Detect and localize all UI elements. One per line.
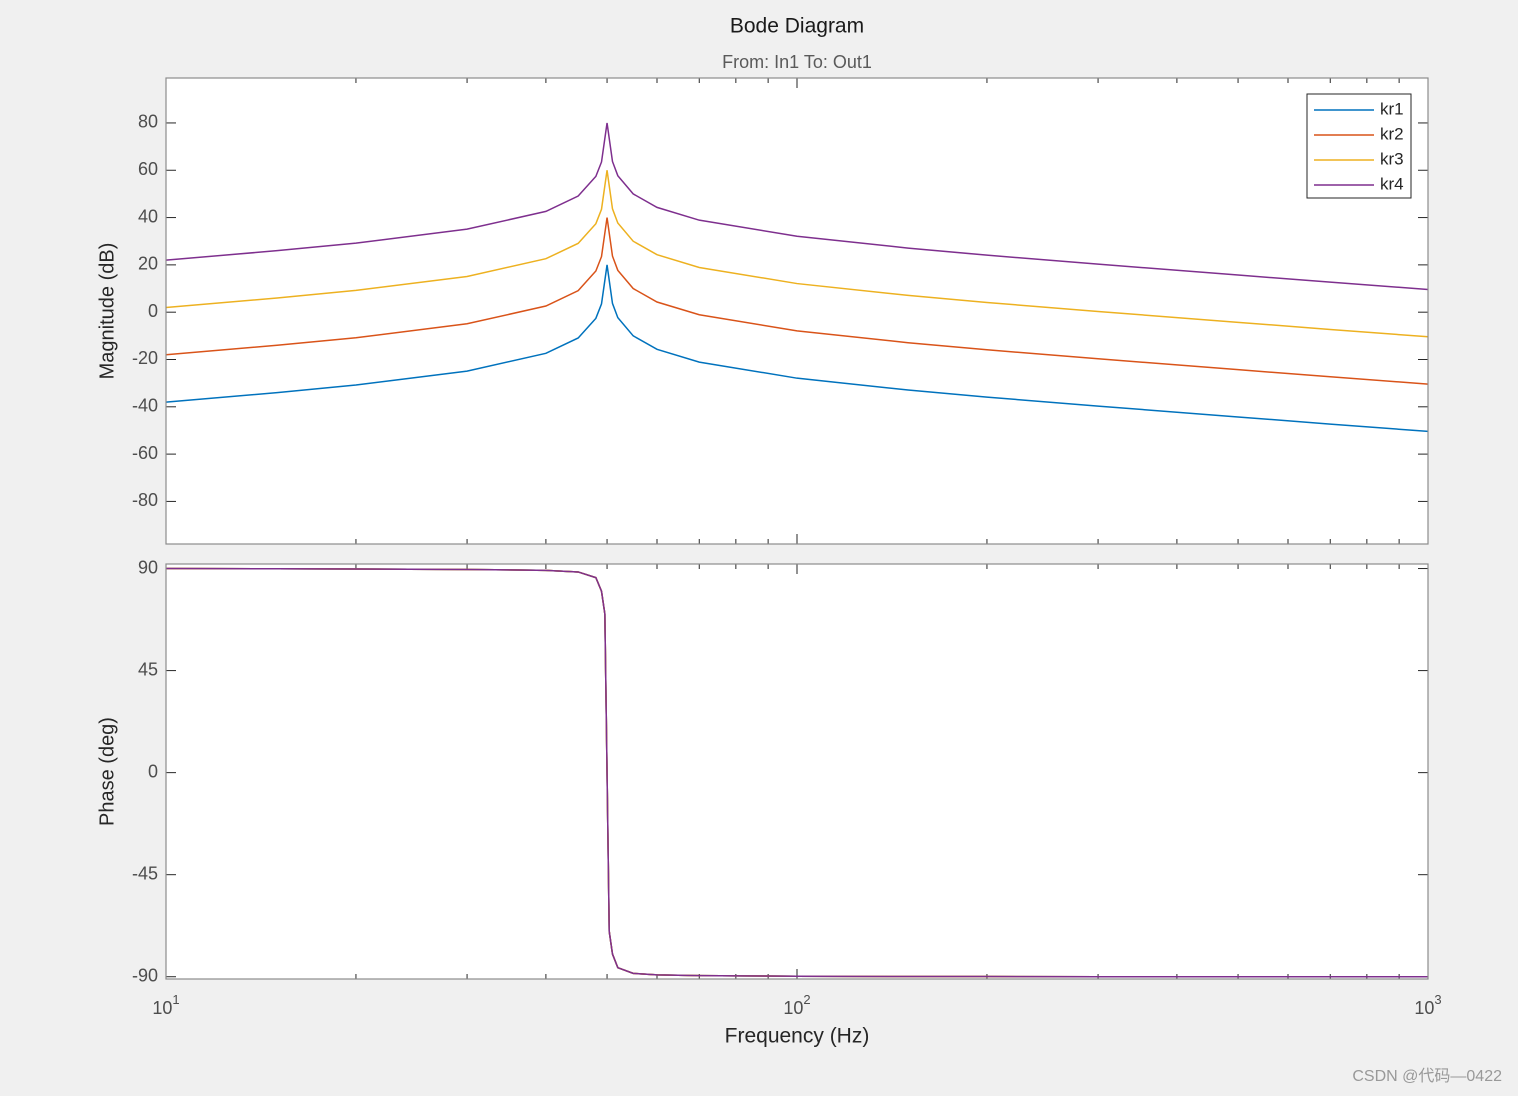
y-tick-label: 60	[138, 159, 158, 179]
series-line	[165, 217, 1429, 385]
legend-label: kr2	[1380, 124, 1404, 143]
y-tick-label: -80	[132, 490, 158, 510]
axes-box	[165, 563, 1429, 980]
x-tick-label: 103	[1414, 992, 1441, 1017]
y-tick-label: 90	[138, 557, 158, 577]
x-tick-exponent: 1	[172, 992, 179, 1007]
x-tick-exponent: 3	[1434, 992, 1441, 1007]
y-tick-label: 20	[138, 254, 158, 274]
y-axis-label: Phase (deg)	[96, 717, 118, 826]
y-tick-label: 0	[148, 761, 158, 781]
y-axis-label: Magnitude (dB)	[96, 243, 118, 380]
x-axis-label: Frequency (Hz)	[725, 1025, 870, 1048]
y-tick-label: 40	[138, 206, 158, 226]
legend-label: kr1	[1380, 99, 1404, 118]
chart-title: Bode Diagram	[730, 15, 864, 38]
legend-label: kr4	[1380, 174, 1404, 193]
x-tick-exponent: 2	[803, 992, 810, 1007]
series-line	[165, 264, 1429, 433]
axes-box	[165, 77, 1429, 545]
y-tick-label: 0	[148, 301, 158, 321]
series-line	[165, 122, 1429, 291]
y-tick-label: 80	[138, 112, 158, 132]
y-tick-label: -20	[132, 348, 158, 368]
y-tick-label: -40	[132, 396, 158, 416]
x-tick-label: 101	[152, 992, 179, 1017]
series-line	[165, 170, 1429, 338]
x-tick-label: 102	[783, 992, 810, 1017]
plot-area	[166, 78, 1428, 544]
plot-area	[166, 564, 1428, 979]
x-tick-base: 10	[152, 998, 172, 1018]
chart-subtitle: From: In1 To: Out1	[722, 52, 872, 72]
watermark: CSDN @代码—0422	[1352, 1067, 1502, 1085]
legend-box	[1306, 93, 1412, 199]
y-tick-label: -45	[132, 863, 158, 883]
x-tick-base: 10	[783, 998, 803, 1018]
series-line	[165, 567, 1428, 978]
y-tick-label: 45	[138, 659, 158, 679]
legend-label: kr3	[1380, 149, 1404, 168]
x-tick-base: 10	[1414, 998, 1434, 1018]
y-tick-label: -60	[132, 443, 158, 463]
y-tick-label: -90	[132, 965, 158, 985]
